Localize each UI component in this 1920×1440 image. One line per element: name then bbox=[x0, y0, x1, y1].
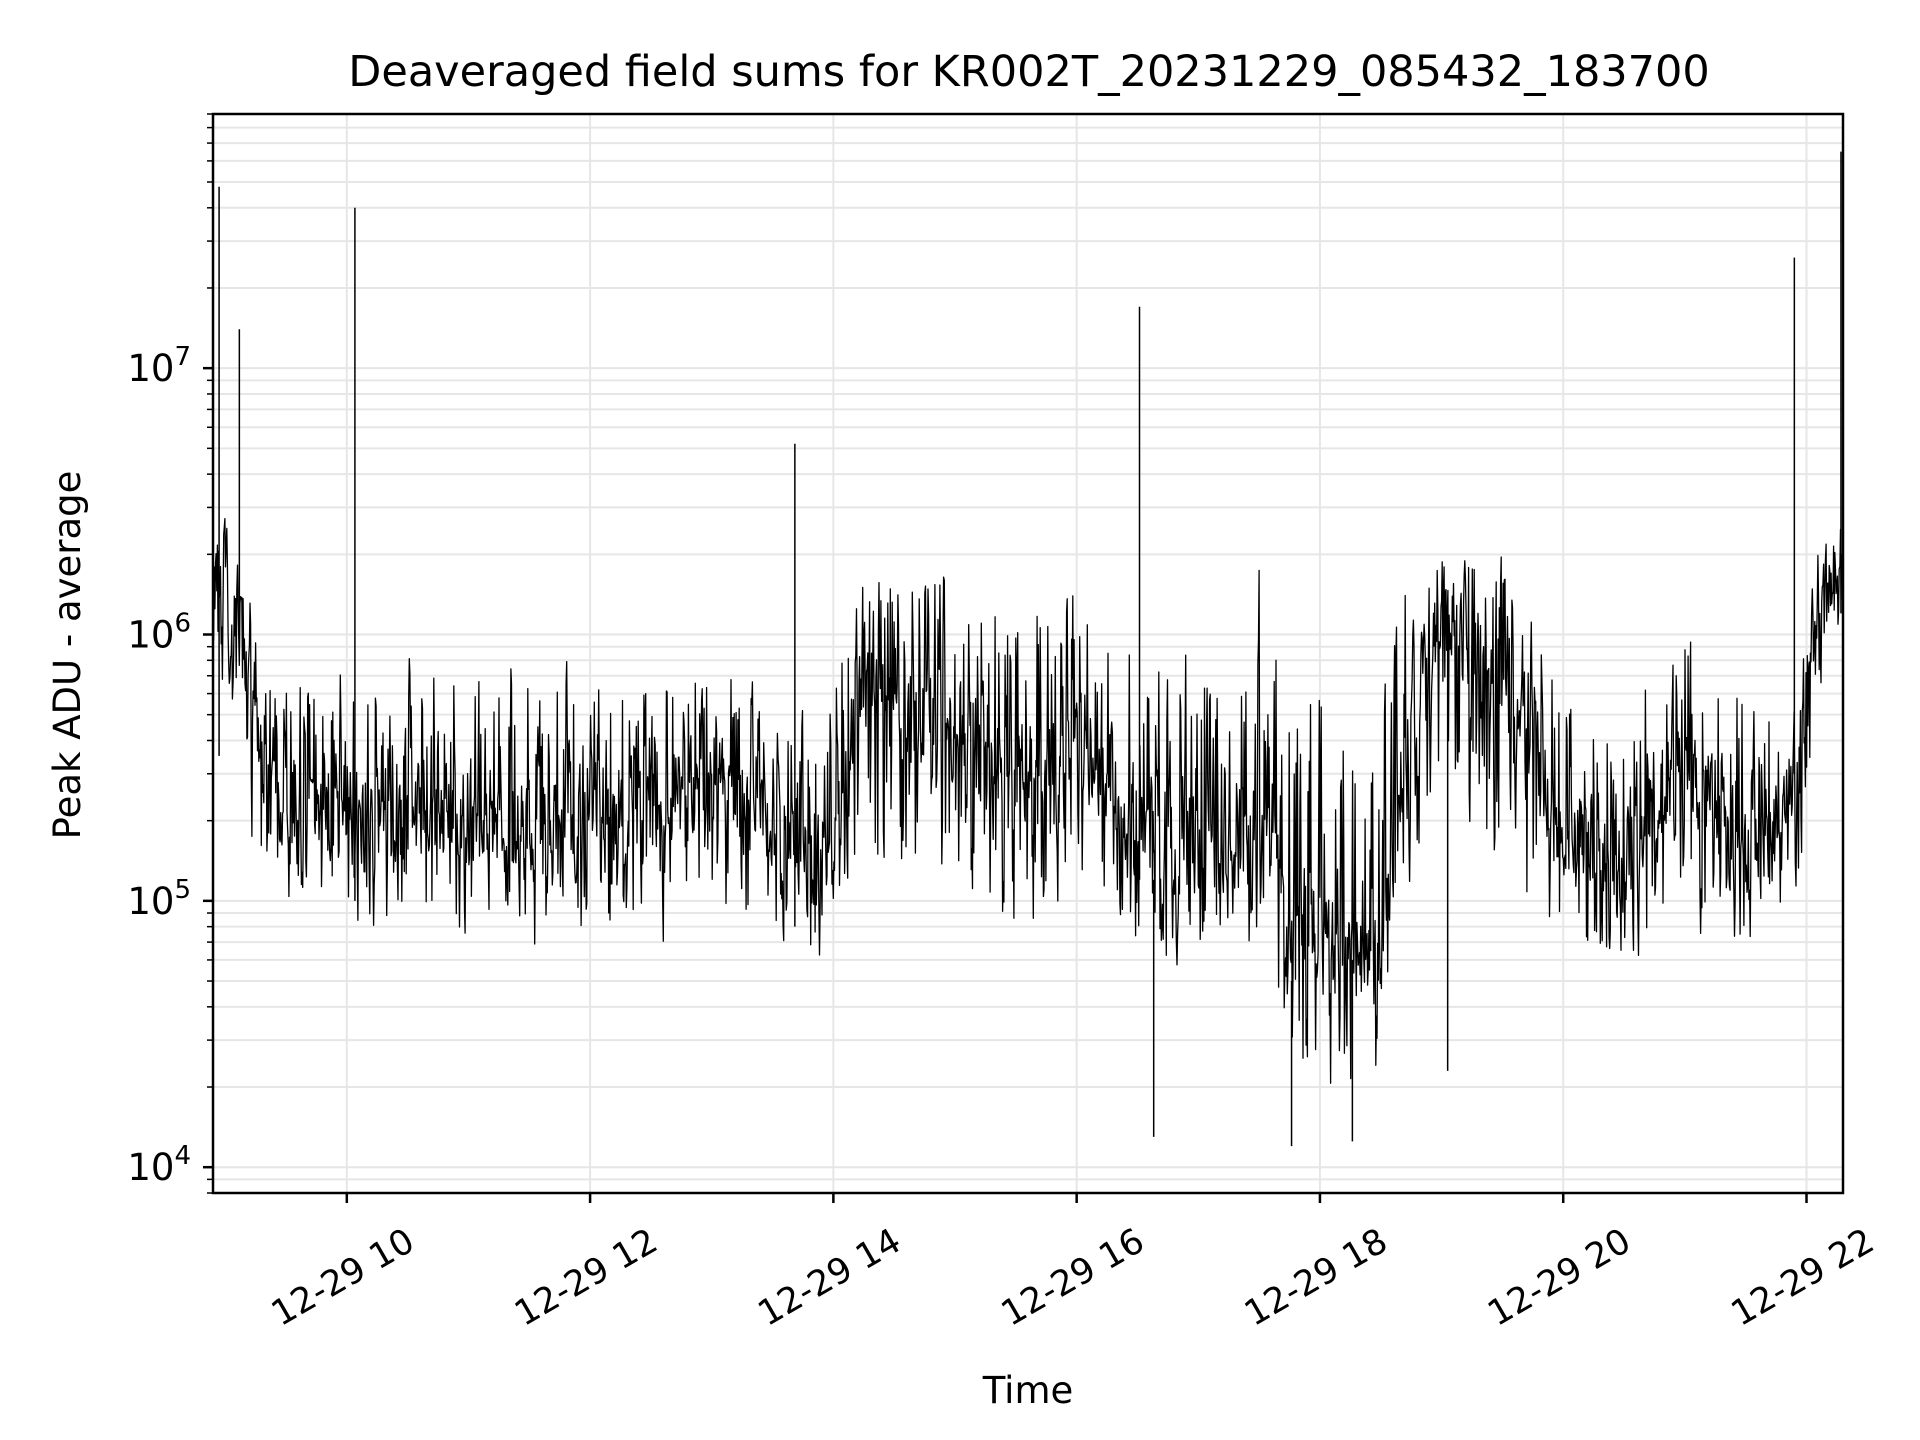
y-tick-label: 106 bbox=[127, 609, 191, 657]
y-axis-label: Peak ADU - average bbox=[46, 471, 89, 840]
x-axis-label: Time bbox=[982, 1369, 1074, 1412]
grid-lines bbox=[213, 113, 1843, 1194]
axes-frame bbox=[211, 112, 1845, 1195]
y-tick-label: 105 bbox=[127, 875, 191, 923]
chart-title: Deaveraged field sums for KR002T_2023122… bbox=[348, 47, 1710, 97]
y-tick-label: 107 bbox=[127, 342, 191, 390]
series-line bbox=[212, 517, 1844, 1084]
y-tick-label: 104 bbox=[127, 1141, 191, 1189]
plot-area bbox=[212, 151, 1844, 1147]
